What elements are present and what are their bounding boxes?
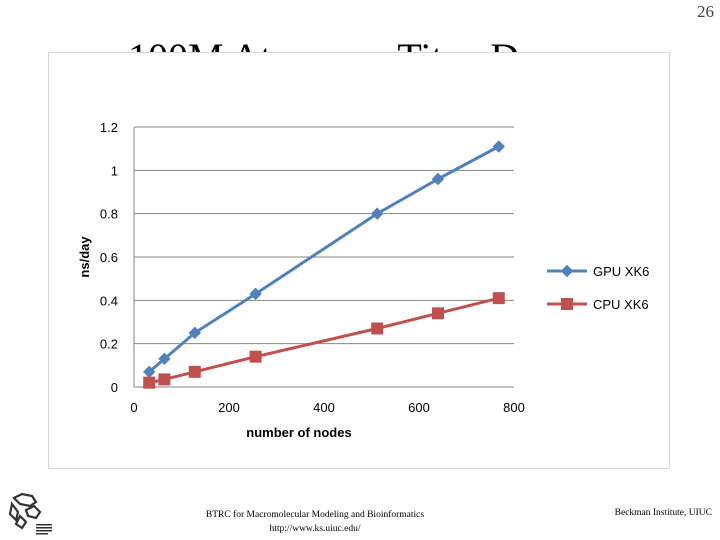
footer-center: BTRC for Macromolecular Modeling and Bio… [200, 508, 430, 536]
data-point-cpu [371, 322, 384, 335]
data-point-cpu [249, 350, 262, 363]
data-point-gpu [431, 172, 445, 186]
y-tick-label: 1.2 [100, 120, 118, 135]
legend-label-gpu: GPU XK6 [593, 264, 649, 279]
footer-url[interactable]: http://www.ks.uiuc.edu/ [269, 524, 361, 534]
y-tick-label: 1 [111, 163, 118, 178]
data-point-cpu [188, 365, 201, 378]
chart-frame: 0 0.2 0.4 0.6 0.8 1 1.2 0 200 400 600 800 number of … [48, 52, 670, 469]
legend-marker-gpu [560, 264, 574, 278]
page-number: 26 [697, 2, 714, 21]
data-point-cpu [492, 292, 505, 305]
data-point-gpu [188, 326, 202, 340]
legend-marker-cpu [561, 298, 573, 310]
data-point-cpu [432, 307, 444, 320]
series-line-cpu [148, 296, 500, 385]
y-axis-title: ns/day [77, 236, 92, 278]
footer-organization: BTRC for Macromolecular Modeling and Bio… [205, 510, 425, 520]
line-chart: 0 0.2 0.4 0.6 0.8 1 1.2 0 200 400 600 800 number of … [77, 120, 649, 440]
y-tick-label: 0.4 [100, 293, 118, 308]
footer-institute: Beckman Institute, UIUC [614, 508, 712, 518]
y-tick-label: 0.8 [100, 207, 118, 222]
y-tick-label: 0 [111, 380, 118, 395]
x-tick-label: 0 [130, 400, 137, 415]
y-tick-label: 0.6 [100, 250, 118, 265]
series-line-gpu [148, 145, 500, 373]
data-point-gpu [370, 207, 384, 220]
x-tick-label: 400 [313, 400, 335, 415]
x-axis-title: number of nodes [246, 425, 351, 440]
x-tick-label: 200 [218, 400, 240, 415]
y-tick-label: 0.2 [100, 337, 118, 352]
legend-label-cpu: CPU XK6 [593, 297, 649, 312]
data-point-gpu [158, 352, 171, 366]
x-tick-label: 800 [503, 400, 525, 415]
data-point-gpu [492, 140, 506, 153]
x-tick-label: 600 [408, 400, 430, 415]
institute-logo-icon [8, 492, 52, 535]
data-point-cpu [158, 373, 171, 386]
data-point-cpu [143, 376, 156, 389]
data-point-gpu [249, 287, 262, 301]
